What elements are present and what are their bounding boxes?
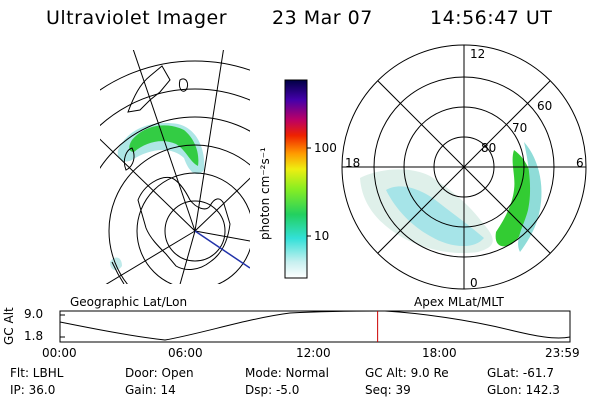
- date-label: 23 Mar 07: [272, 7, 373, 29]
- filter-info: Flt: LBHL: [10, 366, 64, 380]
- aurora-oval-edge: [518, 142, 542, 252]
- timeline-xtick-0600: 06:00: [168, 346, 203, 360]
- colorbar-tick-10: 10: [314, 229, 330, 243]
- apex-panel-label: Apex MLat/MLT: [414, 295, 504, 309]
- timeline-ytick-1-8: 1.8: [24, 329, 44, 343]
- mlat-label-60: 60: [537, 99, 553, 113]
- mode-info: Mode: Normal: [245, 366, 329, 380]
- timeline-ylabel: GC Alt: [2, 307, 16, 345]
- geographic-panel-label: Geographic Lat/Lon: [70, 295, 188, 309]
- glat-info: GLat: -61.7: [487, 366, 554, 380]
- polar-plot: [341, 44, 587, 290]
- timeline-ytick-9: 9.0: [24, 307, 44, 321]
- altitude-timeline: [59, 310, 571, 343]
- seq-info: Seq: 39: [365, 383, 411, 397]
- door-info: Door: Open: [125, 366, 194, 380]
- colorbar: [284, 79, 311, 279]
- mlat-label-80: 80: [481, 141, 497, 155]
- mlt-label-18: 18: [345, 156, 361, 170]
- mlt-label-0: 0: [470, 276, 478, 290]
- colorbar-unit-label: photon cm⁻²s⁻¹: [258, 147, 272, 240]
- colorbar-tick-100: 100: [314, 141, 337, 155]
- ip-info: IP: 36.0: [10, 383, 56, 397]
- timeline-xtick-1800: 18:00: [422, 346, 457, 360]
- aurora-oval-cyan: [386, 186, 484, 247]
- time-label: 14:56:47 UT: [430, 7, 553, 29]
- timeline-xtick-2359: 23:59: [545, 346, 580, 360]
- altitude-curve: [59, 310, 571, 341]
- dsp-info: Dsp: -5.0: [245, 383, 300, 397]
- aurora-glow-bright: [129, 125, 199, 166]
- timeline-xtick-1200: 12:00: [296, 346, 331, 360]
- gain-info: Gain: 14: [125, 383, 176, 397]
- glon-info: GLon: 142.3: [487, 383, 560, 397]
- geographic-map: [100, 50, 250, 284]
- gc-alt-info: GC Alt: 9.0 Re: [365, 366, 449, 380]
- instrument-title: Ultraviolet Imager: [46, 7, 228, 29]
- mlt-label-12: 12: [470, 47, 486, 61]
- timeline-xtick-0000: 00:00: [42, 346, 77, 360]
- mlat-label-70: 70: [512, 121, 528, 135]
- mlt-label-6: 6: [576, 156, 584, 170]
